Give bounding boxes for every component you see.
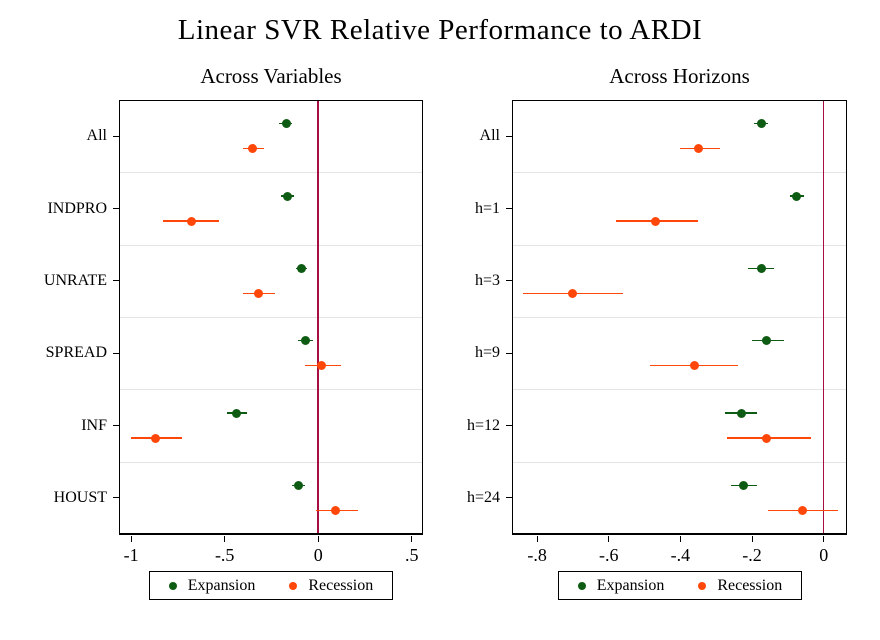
band-gridline: [120, 317, 422, 318]
legend-recession-label: Recession: [717, 576, 783, 594]
category-label: h=24: [466, 488, 500, 506]
marker-expansion: [282, 191, 292, 201]
marker-expansion: [294, 480, 304, 490]
category-tick: [506, 208, 512, 209]
marker-expansion: [232, 408, 242, 418]
marker-expansion: [756, 119, 766, 129]
marker-recession: [248, 144, 258, 154]
category-label: h=12: [466, 416, 500, 434]
category-tick: [113, 497, 119, 499]
x-tick-label: -.5: [214, 545, 235, 565]
marker-expansion: [756, 263, 766, 273]
zero-reference-line: [317, 101, 319, 533]
panel-title-across-horizons: Across Horizons: [609, 64, 750, 88]
category-label: INF: [81, 416, 107, 434]
marker-recession: [650, 216, 660, 226]
x-tick: [751, 536, 753, 542]
category-tick: [506, 352, 512, 354]
x-tick-label: 0: [313, 545, 323, 565]
x-tick-label: -.6: [598, 545, 619, 565]
category-tick: [506, 135, 512, 137]
marker-expansion: [738, 480, 748, 490]
category-label: h=9: [474, 344, 500, 362]
legend-expansion-label: Expansion: [596, 576, 665, 594]
marker-recession: [568, 288, 578, 298]
expansion-marker-icon: [577, 581, 586, 590]
x-tick-label: -.8: [527, 545, 547, 565]
marker-expansion: [300, 336, 310, 346]
category-label: HOUST: [53, 488, 107, 506]
marker-recession: [330, 505, 340, 515]
band-gridline: [513, 172, 846, 174]
marker-recession: [186, 216, 196, 226]
legend-item-expansion: Expansion: [577, 576, 665, 594]
category-label: h=1: [474, 199, 500, 217]
category-tick: [113, 208, 119, 209]
category-tick: [113, 425, 119, 426]
marker-recession: [693, 144, 703, 154]
category-label: All: [479, 127, 500, 145]
band-gridline: [513, 461, 846, 463]
category-label: UNRATE: [43, 271, 107, 289]
zero-reference-line: [822, 101, 825, 533]
legend-across-variables: Expansion Recession: [149, 571, 393, 600]
legend-item-recession: Recession: [698, 576, 783, 594]
category-label: SPREAD: [45, 344, 107, 362]
category-tick: [506, 280, 512, 282]
legend-item-expansion: Expansion: [168, 576, 256, 594]
x-tick: [130, 536, 132, 542]
marker-recession: [150, 433, 160, 443]
category-label: h=3: [474, 271, 500, 289]
x-tick: [608, 536, 610, 542]
legend-item-recession: Recession: [289, 576, 374, 594]
category-tick: [113, 280, 119, 282]
marker-expansion: [792, 191, 802, 201]
marker-recession: [317, 361, 327, 371]
legend-recession-label: Recession: [308, 576, 374, 594]
category-label: INDPRO: [47, 199, 107, 217]
category-tick: [113, 135, 119, 137]
legend-across-horizons: Expansion Recession: [558, 571, 802, 600]
x-tick: [224, 536, 226, 542]
x-tick: [411, 536, 413, 542]
legend-expansion-label: Expansion: [187, 576, 256, 594]
x-tick: [536, 536, 538, 542]
band-gridline: [513, 244, 846, 246]
category-tick: [113, 352, 119, 354]
category-tick: [506, 425, 512, 426]
x-tick-label: .5: [405, 545, 419, 565]
x-tick-label: -.2: [742, 545, 762, 565]
x-tick: [823, 536, 825, 542]
marker-recession: [797, 505, 807, 515]
marker-expansion: [296, 263, 306, 273]
band-gridline: [513, 317, 846, 318]
x-tick: [317, 536, 319, 542]
category-label: All: [86, 127, 107, 145]
x-tick-label: -.4: [670, 545, 691, 565]
marker-expansion: [736, 408, 746, 418]
category-tick: [506, 497, 512, 499]
band-gridline: [120, 389, 422, 391]
recession-marker-icon: [698, 581, 707, 590]
marker-recession: [253, 288, 263, 298]
band-gridline: [120, 461, 422, 463]
recession-marker-icon: [289, 581, 298, 590]
expansion-marker-icon: [168, 581, 177, 590]
band-gridline: [120, 244, 422, 246]
band-gridline: [513, 389, 846, 391]
marker-recession: [690, 361, 700, 371]
marker-recession: [761, 433, 771, 443]
panel-title-across-variables: Across Variables: [200, 64, 342, 88]
x-tick: [679, 536, 681, 542]
band-gridline: [120, 172, 422, 174]
x-tick-label: 0: [819, 545, 829, 565]
x-tick-label: -1: [123, 545, 139, 565]
figure-title: Linear SVR Relative Performance to ARDI: [177, 14, 703, 46]
marker-expansion: [281, 119, 291, 129]
marker-expansion: [761, 336, 771, 346]
